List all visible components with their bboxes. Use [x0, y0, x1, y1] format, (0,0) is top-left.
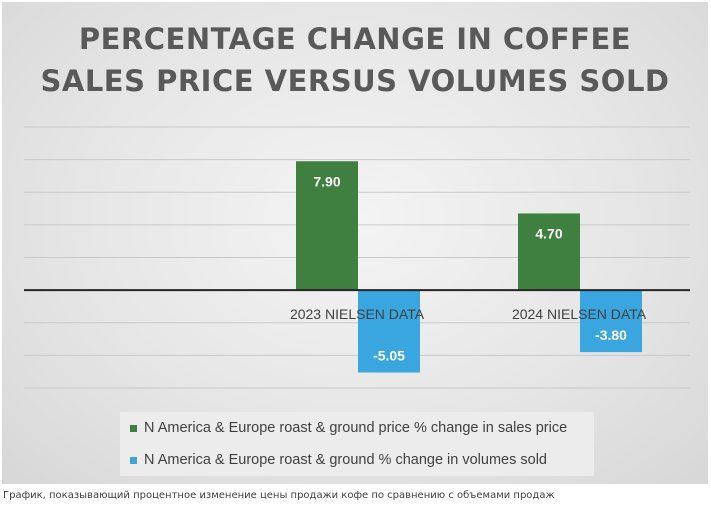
bar-price-1 — [296, 161, 358, 291]
bar-volume-2 — [580, 290, 642, 353]
chart-panel: PERCENTAGE CHANGE IN COFFEE SALES PRICE … — [2, 2, 708, 484]
bar-volume-1 — [358, 290, 420, 373]
data-label-volume-1: -5.05 — [373, 348, 405, 364]
legend-label-price: N America & Europe roast & ground price … — [144, 420, 568, 436]
legend: N America & Europe roast & ground price … — [120, 412, 594, 476]
legend-entry-volume: N America & Europe roast & ground % chan… — [130, 452, 547, 468]
bars — [296, 161, 642, 373]
chart-title-line-1: PERCENTAGE CHANGE IN COFFEE — [79, 22, 631, 56]
bar-price-2 — [518, 213, 580, 291]
data-label-price-2: 4.70 — [535, 225, 562, 241]
chart-title-line-2: SALES PRICE VERSUS VOLUMES SOLD — [41, 64, 670, 98]
category-label-1: 2023 NIELSEN DATA — [290, 306, 425, 322]
bar-chart: PERCENTAGE CHANGE IN COFFEE SALES PRICE … — [24, 22, 690, 389]
legend-swatch-volume — [130, 456, 137, 464]
legend-entry-price: N America & Europe roast & ground price … — [130, 420, 567, 436]
legend-label-volume: N America & Europe roast & ground % chan… — [144, 452, 547, 468]
data-labels: 7.90 -5.05 4.70 -3.80 — [313, 173, 627, 363]
x-axis: 2023 NIELSEN DATA 2024 NIELSEN DATA — [24, 289, 690, 322]
legend-swatch-price — [130, 424, 137, 432]
category-label-2: 2024 NIELSEN DATA — [512, 306, 647, 322]
data-label-volume-2: -3.80 — [595, 327, 627, 343]
image-caption: График, показывающий процентное изменени… — [3, 490, 555, 501]
data-label-price-1: 7.90 — [313, 173, 340, 189]
